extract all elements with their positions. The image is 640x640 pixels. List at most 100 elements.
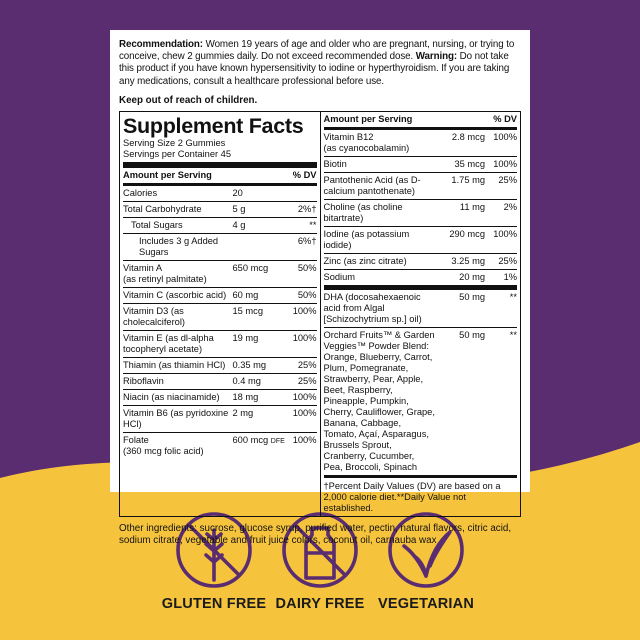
daily-value: 50%: [297, 289, 317, 300]
amount-value: 35 mcg: [454, 158, 486, 169]
row: Vitamin B12 (as cyanocobalamin) 2.8 mcg 100…: [323, 130, 517, 157]
nutrient: Total Carbohydrate: [123, 204, 229, 215]
nutrient: Sodium: [324, 272, 436, 283]
amount-header: Amount per Serving: [323, 113, 413, 124]
nutrient: Folate (360 mcg folic acid): [123, 435, 229, 457]
gluten-icon: [176, 512, 252, 588]
daily-value: 2%†: [297, 203, 317, 214]
row: Biotin 35 mcg 100%: [323, 157, 517, 173]
amount-value: 19 mg: [232, 332, 259, 343]
leaf: [402, 530, 452, 578]
row: Vitamin A (as retinyl palmitate) 650 mcg 50…: [123, 261, 317, 288]
amount: 11 mg: [435, 202, 491, 224]
warning-text: Do not take this product if you have kno…: [119, 51, 510, 87]
amount: 20: [229, 188, 291, 199]
nutrient-name: Folate: [123, 434, 149, 445]
recommendation: Recommendation: Women 19 years of age an…: [119, 39, 521, 88]
nutrient: Calories: [123, 188, 229, 199]
nutrient-name: Vitamin B6 (as pyridoxine HCl): [123, 407, 229, 429]
daily-value: 25%: [297, 359, 317, 370]
amount: 5 g: [229, 204, 291, 215]
amount: 20 mg: [435, 272, 491, 283]
nutrient: Includes 3 g Added Sugars: [139, 236, 229, 258]
nutrient: DHA (docosahexaenoic acid from Algal [Sc…: [324, 292, 436, 325]
daily-value: 25%: [498, 255, 517, 266]
nutrient-name: Pantothenic Acid (as D-calcium pantothen…: [323, 174, 421, 196]
rec-text: Women 19 years of age and older who are …: [119, 39, 515, 63]
amount: 2 mg: [229, 408, 291, 430]
header: Amount per Serving % DV: [123, 168, 317, 186]
nutrient-name: Includes 3 g Added Sugars: [139, 235, 219, 257]
amount: 50 mg: [435, 330, 491, 473]
amount-value: 650 mcg: [232, 262, 269, 273]
warning-label: Warning:: [415, 51, 458, 63]
facts: Supplement Facts Serving Size 2 Gummies …: [119, 110, 521, 517]
amount-value: 20 mg: [459, 271, 485, 282]
row: Orchard Fruits™ & Garden Veggies™ Powder…: [323, 328, 517, 478]
amount: 600 mcg DFE: [229, 435, 291, 457]
facts-title: Supplement Facts: [123, 113, 304, 138]
amount-value: 11 mg: [459, 201, 485, 212]
amount: 1.75 mg: [435, 175, 491, 197]
amount-value: 50 mg: [459, 291, 485, 302]
nutrient: Vitamin B6 (as pyridoxine HCl): [123, 408, 229, 430]
nutrient-name: Total Carbohydrate: [123, 203, 202, 214]
amount-value: 0.4 mg: [232, 375, 261, 386]
row: Vitamin D3 (as cholecalciferol) 15 mcg 100…: [123, 304, 317, 331]
nutrient: Niacin (as niacinamide): [123, 392, 229, 403]
daily-value: 100%: [292, 407, 317, 418]
nutrient-name: Vitamin A: [123, 262, 163, 273]
nutrient: Vitamin C (ascorbic acid): [123, 290, 229, 301]
nutrient: Total Sugars: [131, 220, 229, 231]
nutrient: Zinc (as zinc citrate): [324, 256, 436, 267]
daily-value: [291, 188, 317, 199]
nutrient: Vitamin B12 (as cyanocobalamin): [324, 132, 436, 154]
nutrient-name: Choline (as choline bitartrate): [323, 201, 403, 223]
other-ingredients: Other ingredients: sucrose, glucose syru…: [119, 522, 512, 547]
daily-value: 2%: [503, 201, 517, 212]
nutrient: Thiamin (as thiamin HCl): [123, 360, 229, 371]
nutrient-name: Sodium: [323, 271, 356, 282]
strike: [293, 523, 347, 577]
daily-value: **: [509, 291, 517, 302]
row: Pantothenic Acid (as D-calcium pantothen…: [323, 173, 517, 200]
amount-value: 2.8 mcg: [451, 131, 485, 142]
daily-value: 100%: [292, 391, 317, 402]
rec-label: Recommendation:: [119, 39, 203, 50]
nutrient: Iodine (as potassium iodide): [324, 229, 436, 251]
badge-label: DAIRY FREE: [275, 596, 365, 612]
nutrient: Biotin: [324, 159, 436, 170]
amount: 2.8 mcg: [435, 132, 491, 154]
nutrient-name: Total Sugars: [131, 219, 183, 230]
rows: Calories 20 Total Carbohydrate 5 g 2%† Total …: [123, 186, 317, 459]
nutrient: Pantothenic Acid (as D-calcium pantothen…: [324, 175, 436, 197]
facts-left: Supplement Facts Serving Size 2 Gummies …: [119, 110, 321, 517]
nutrient-name: Vitamin D3 (as cholecalciferol): [123, 305, 186, 327]
daily-value: 100%: [493, 228, 517, 239]
rows: Vitamin B12 (as cyanocobalamin) 2.8 mcg 100…: [323, 130, 517, 478]
nutrient-name: DHA (docosahexaenoic acid from Algal [Sc…: [323, 291, 422, 324]
footnote: †Percent Daily Values (DV) are based on …: [323, 480, 501, 513]
row: Includes 3 g Added Sugars 6%†: [123, 234, 317, 261]
amount: 290 mcg: [435, 229, 491, 251]
amount-value: 60 mg: [232, 289, 259, 300]
daily-value: 100%: [292, 434, 317, 445]
nutrient-sub: (as retinyl palmitate): [123, 273, 207, 284]
strike: [187, 523, 241, 577]
row: Sodium 20 mg 1%: [323, 270, 517, 290]
amount: [229, 236, 291, 258]
nutrient-name: Thiamin (as thiamin HCl): [123, 359, 226, 370]
nutrient-sub: (as cyanocobalamin): [323, 142, 410, 153]
amount: 0.35 mg: [229, 360, 291, 371]
daily-value: 6%†: [297, 235, 317, 246]
nutrient-name: Vitamin C (ascorbic acid): [123, 289, 227, 300]
amount: 50 mg: [435, 292, 491, 325]
daily-value: 25%: [297, 375, 317, 386]
daily-value: 100%: [292, 305, 317, 316]
daily-value: 100%: [493, 131, 517, 142]
amount: 35 mcg: [435, 159, 491, 170]
nutrient-name: Iodine (as potassium iodide): [323, 228, 410, 250]
amount: 4 g: [229, 220, 291, 231]
row: DHA (docosahexaenoic acid from Algal [Sc…: [323, 290, 517, 328]
